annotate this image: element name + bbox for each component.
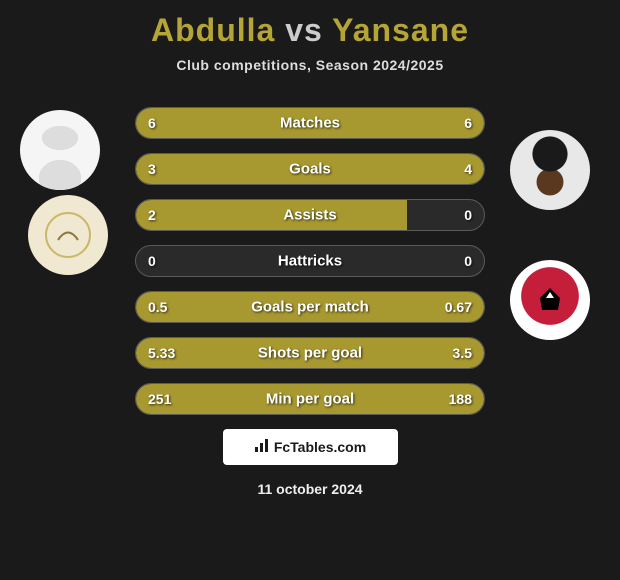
stat-value-right: 3.5 [453, 345, 472, 361]
stat-label: Hattricks [278, 253, 342, 270]
stat-value-right: 188 [449, 391, 472, 407]
stat-value-left: 3 [148, 161, 156, 177]
stat-label: Goals per match [251, 299, 369, 316]
stat-value-right: 0 [464, 207, 472, 223]
club-badge-right-icon [510, 260, 590, 340]
stat-fill-left [136, 154, 275, 184]
player1-avatar [20, 110, 100, 190]
player1-name: Abdulla [151, 12, 275, 48]
stat-row: Goals 3 4 [135, 153, 485, 185]
player2-name: Yansane [332, 12, 469, 48]
stat-value-left: 5.33 [148, 345, 175, 361]
club-badge-left-icon [28, 195, 108, 275]
stat-label: Assists [283, 207, 336, 224]
chart-icon [254, 437, 270, 458]
footer-date: 11 october 2024 [0, 481, 620, 497]
stat-fill-left [136, 200, 407, 230]
subtitle: Club competitions, Season 2024/2025 [0, 57, 620, 73]
stat-value-right: 6 [464, 115, 472, 131]
comparison-title: Abdulla vs Yansane [0, 12, 620, 49]
stat-value-left: 6 [148, 115, 156, 131]
player2-avatar [510, 130, 590, 210]
stat-row: Matches 6 6 [135, 107, 485, 139]
stat-row: Assists 2 0 [135, 199, 485, 231]
stat-value-right: 0 [464, 253, 472, 269]
player1-club-badge [28, 195, 108, 275]
stat-value-left: 2 [148, 207, 156, 223]
stat-value-left: 0.5 [148, 299, 167, 315]
stat-value-left: 0 [148, 253, 156, 269]
player-photo-icon [510, 130, 590, 210]
player2-club-badge [510, 260, 590, 340]
footer-logo: FcTables.com [223, 429, 398, 465]
stat-label: Goals [289, 161, 331, 178]
stats-container: Matches 6 6 Goals 3 4 Assists 2 0 Hattricks 0 0 Goal… [135, 107, 485, 415]
stat-value-left: 251 [148, 391, 171, 407]
silhouette-icon [20, 110, 100, 190]
stat-value-right: 0.67 [445, 299, 472, 315]
stat-label: Shots per goal [258, 345, 362, 362]
logo-text: FcTables.com [274, 439, 366, 455]
stat-row: Goals per match 0.5 0.67 [135, 291, 485, 323]
header: Abdulla vs Yansane Club competitions, Se… [0, 0, 620, 77]
stat-row: Hattricks 0 0 [135, 245, 485, 277]
vs-text: vs [285, 12, 323, 48]
stat-row: Shots per goal 5.33 3.5 [135, 337, 485, 369]
stat-label: Min per goal [266, 391, 354, 408]
stat-value-right: 4 [464, 161, 472, 177]
stat-row: Min per goal 251 188 [135, 383, 485, 415]
stat-label: Matches [280, 115, 340, 132]
